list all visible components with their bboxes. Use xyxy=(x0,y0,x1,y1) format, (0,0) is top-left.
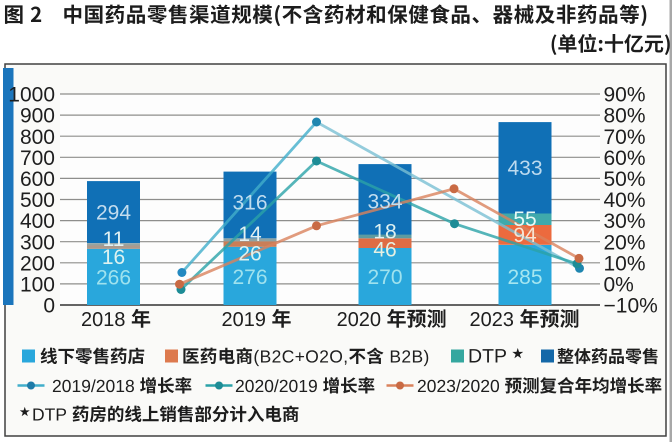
svg-text:55: 55 xyxy=(513,208,536,231)
svg-text:0%: 0% xyxy=(604,274,634,297)
svg-text:266: 266 xyxy=(96,266,131,289)
svg-text:18: 18 xyxy=(373,220,396,243)
svg-text:46: 46 xyxy=(373,238,396,261)
svg-text:60%: 60% xyxy=(604,147,646,170)
svg-text:433: 433 xyxy=(507,157,542,180)
svg-text:700: 700 xyxy=(20,147,55,170)
svg-text:200: 200 xyxy=(20,252,55,275)
svg-text:316: 316 xyxy=(232,192,267,215)
svg-text:300: 300 xyxy=(20,231,55,254)
svg-text:294: 294 xyxy=(96,202,131,225)
svg-text:−10%: −10% xyxy=(604,295,658,318)
svg-text:30%: 30% xyxy=(604,210,646,233)
svg-text:0: 0 xyxy=(43,295,55,318)
svg-text:270: 270 xyxy=(367,266,402,289)
svg-text:400: 400 xyxy=(20,210,55,233)
svg-text:16: 16 xyxy=(102,246,125,269)
svg-text:10%: 10% xyxy=(604,252,646,275)
svg-text:90%: 90% xyxy=(604,84,646,107)
svg-text:70%: 70% xyxy=(604,126,646,149)
svg-text:600: 600 xyxy=(20,168,55,191)
svg-text:80%: 80% xyxy=(604,105,646,128)
svg-text:40%: 40% xyxy=(604,189,646,212)
svg-text:900: 900 xyxy=(20,105,55,128)
svg-text:285: 285 xyxy=(507,266,542,289)
svg-text:20%: 20% xyxy=(604,231,646,254)
svg-text:276: 276 xyxy=(232,266,267,289)
svg-text:800: 800 xyxy=(20,126,55,149)
svg-text:1000: 1000 xyxy=(8,84,55,107)
svg-text:50%: 50% xyxy=(604,168,646,191)
svg-text:14: 14 xyxy=(238,223,262,246)
svg-text:334: 334 xyxy=(367,191,402,214)
svg-text:100: 100 xyxy=(20,274,55,297)
svg-text:94: 94 xyxy=(513,224,537,247)
svg-text:11: 11 xyxy=(103,228,125,251)
svg-text:26: 26 xyxy=(238,242,261,265)
svg-text:500: 500 xyxy=(20,189,55,212)
